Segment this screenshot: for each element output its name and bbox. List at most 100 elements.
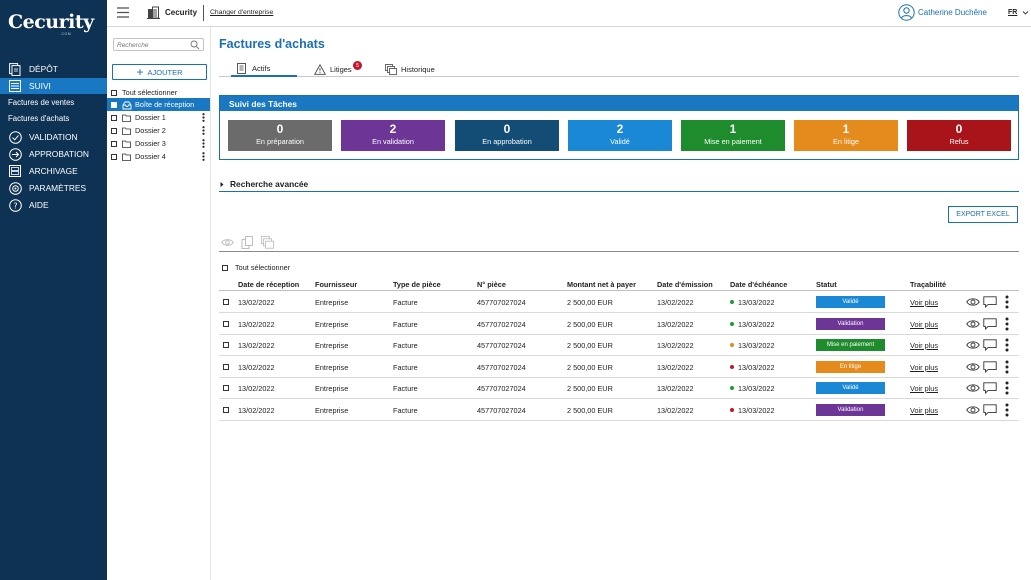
user-avatar-icon[interactable]	[898, 4, 915, 21]
more-options-icon[interactable]	[1005, 338, 1009, 352]
checkbox[interactable]	[111, 153, 117, 160]
comment-icon[interactable]	[983, 403, 997, 416]
more-options-icon[interactable]	[1005, 403, 1009, 417]
column-header-date-reception[interactable]: Date de réception	[238, 280, 300, 289]
nav-item-archivage[interactable]: ARCHIVAGE	[0, 163, 107, 179]
add-button[interactable]: + AJOUTER	[112, 64, 207, 80]
checkbox[interactable]	[111, 114, 117, 121]
column-header-montant[interactable]: Montant net à payer	[567, 280, 636, 289]
nav-item-depot[interactable]: DÉPÔT	[0, 61, 107, 77]
comment-icon[interactable]	[983, 339, 997, 351]
copy-document-icon[interactable]	[241, 236, 254, 249]
export-excel-button[interactable]: EXPORT EXCEL	[948, 206, 1018, 223]
column-header-emission[interactable]: Date d'émission	[657, 280, 713, 289]
task-card[interactable]: 1 Mise en paiement	[681, 120, 785, 151]
tree-select-all[interactable]: Tout sélectionner	[107, 86, 210, 99]
history-stack-icon[interactable]	[261, 236, 274, 249]
tree-item-dossier-3[interactable]: Dossier 3	[107, 137, 210, 150]
tab-actifs[interactable]: Actifs	[231, 61, 297, 77]
more-options-icon[interactable]	[1005, 381, 1009, 395]
nav-item-aide[interactable]: ? AIDE	[0, 197, 107, 213]
advanced-search-toggle[interactable]: Recherche avancée	[219, 179, 1019, 192]
table-row[interactable]: 13/02/2022 Entreprise Facture 457707027024 2…	[219, 378, 1019, 399]
tree-item-inbox[interactable]: Boîte de réception	[107, 98, 210, 111]
eye-icon[interactable]	[966, 383, 980, 393]
checkbox[interactable]	[223, 406, 229, 413]
voir-plus-link[interactable]: Voir plus	[910, 405, 938, 415]
task-card[interactable]: 2 En validation	[341, 120, 445, 151]
column-header-type[interactable]: Type de pièce	[393, 280, 441, 289]
tab-historique[interactable]: Historique	[385, 61, 435, 77]
table-row[interactable]: 13/02/2022 Entreprise Facture 457707027024 2…	[219, 357, 1019, 378]
task-card[interactable]: 0 En approbation	[455, 120, 559, 151]
comment-icon[interactable]	[983, 296, 997, 308]
checkbox[interactable]	[111, 127, 117, 134]
voir-plus-link[interactable]: Voir plus	[910, 298, 938, 307]
eye-icon[interactable]	[966, 405, 980, 415]
column-header-fournisseur[interactable]: Fournisseur	[315, 280, 358, 289]
more-options-icon[interactable]	[202, 152, 205, 161]
more-options-icon[interactable]	[202, 113, 205, 122]
nav-item-suivi[interactable]: SUIVI	[0, 78, 107, 94]
more-options-icon[interactable]	[202, 126, 205, 135]
comment-icon[interactable]	[983, 382, 997, 394]
checkbox[interactable]	[222, 264, 228, 271]
user-name[interactable]: Catherine Duchêne	[918, 8, 987, 17]
table-select-all[interactable]: Tout sélectionner	[222, 263, 290, 272]
task-card[interactable]: 2 Validé	[568, 120, 672, 151]
eye-icon[interactable]	[966, 319, 980, 329]
more-options-icon[interactable]	[202, 139, 205, 148]
eye-icon[interactable]	[966, 362, 980, 372]
checkbox[interactable]	[111, 101, 117, 108]
task-card[interactable]: 0 Refus	[907, 120, 1011, 151]
column-header-echeance[interactable]: Date d'échéance	[730, 280, 788, 289]
hamburger-menu-icon[interactable]	[116, 6, 130, 19]
nav-subitem-factures-achats[interactable]: Factures d'achats	[8, 114, 70, 123]
table-row[interactable]: 13/02/2022 Entreprise Facture 457707027024 2…	[219, 335, 1019, 356]
comment-icon[interactable]	[983, 317, 997, 330]
tree-item-dossier-1[interactable]: Dossier 1	[107, 111, 210, 124]
nav-subitem-factures-ventes[interactable]: Factures de ventes	[8, 98, 75, 107]
column-header-tracabilite[interactable]: Traçabilité	[910, 280, 947, 289]
task-card[interactable]: 0 En préparation	[228, 120, 332, 151]
checkbox[interactable]	[223, 320, 229, 327]
eye-icon[interactable]	[966, 297, 980, 307]
nav-item-approbation[interactable]: APPROBATION	[0, 146, 107, 162]
cecurity-logo[interactable]: Cecurity	[8, 11, 94, 33]
table-row[interactable]: 13/02/2022 Entreprise Facture 457707027024 2…	[219, 400, 1019, 421]
nav-item-validation[interactable]: VALIDATION	[0, 129, 107, 145]
more-options-icon[interactable]	[1005, 360, 1009, 374]
column-header-num[interactable]: N° pièce	[477, 280, 506, 289]
voir-plus-link[interactable]: Voir plus	[910, 341, 938, 350]
tree-item-dossier-4[interactable]: Dossier 4	[107, 150, 210, 163]
voir-plus-link[interactable]: Voir plus	[910, 384, 938, 393]
eye-icon[interactable]	[966, 340, 980, 350]
checkbox[interactable]	[223, 342, 229, 348]
tree-item-label: Dossier 4	[135, 152, 166, 161]
tree-item-dossier-2[interactable]: Dossier 2	[107, 124, 210, 137]
nav-item-parametres[interactable]: PARAMÈTRES	[0, 180, 107, 196]
checkbox[interactable]	[223, 385, 229, 391]
voir-plus-link[interactable]: Voir plus	[910, 319, 938, 329]
table-row[interactable]: 13/02/2022 Entreprise Facture 457707027024 2…	[219, 292, 1019, 313]
more-options-icon[interactable]	[1005, 295, 1009, 309]
language-selector[interactable]: FR	[1008, 9, 1018, 16]
search-input[interactable]	[117, 40, 189, 50]
task-card[interactable]: 1 En litige	[794, 120, 898, 151]
search-icon[interactable]	[190, 40, 200, 50]
voir-plus-link[interactable]: Voir plus	[910, 362, 938, 372]
chevron-down-icon[interactable]	[1022, 10, 1029, 16]
checkbox[interactable]	[223, 299, 229, 305]
more-options-icon[interactable]	[1005, 317, 1009, 331]
tab-litiges[interactable]: Litiges	[314, 61, 352, 77]
column-header-statut[interactable]: Statut	[816, 280, 837, 289]
search-box[interactable]	[113, 38, 204, 51]
change-company-link[interactable]: Changer d'entreprise	[210, 9, 274, 16]
eye-icon[interactable]	[221, 236, 234, 249]
checkbox[interactable]	[111, 89, 117, 96]
comment-icon[interactable]	[983, 360, 997, 373]
checkbox[interactable]	[223, 363, 229, 370]
table-row[interactable]: 13/02/2022 Entreprise Facture 457707027024 2…	[219, 314, 1019, 335]
checkbox[interactable]	[111, 140, 117, 147]
gear-icon	[8, 181, 22, 195]
